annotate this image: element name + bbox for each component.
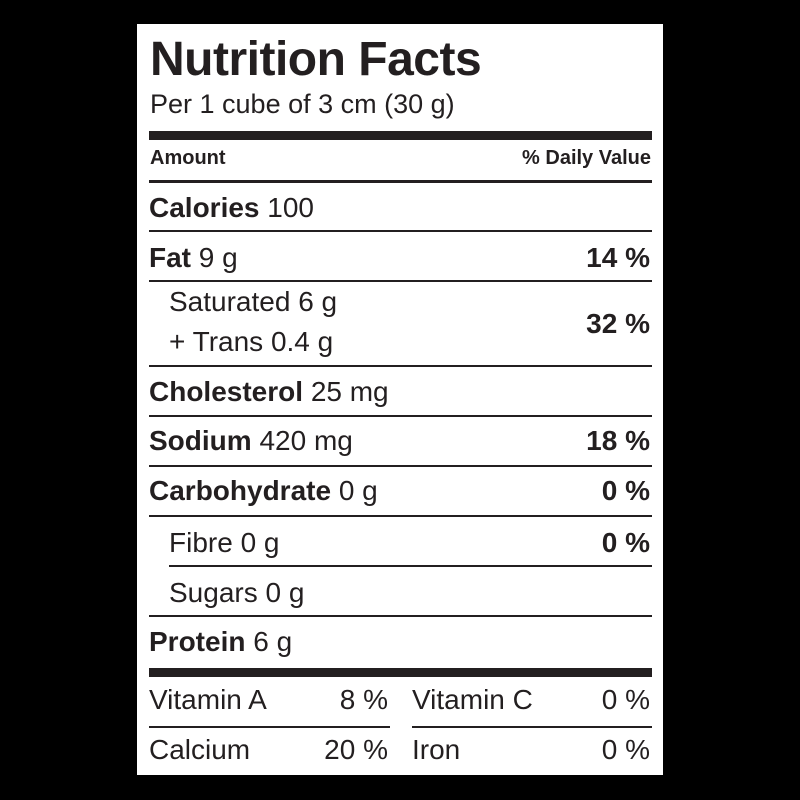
protein-row: Protein 6 g <box>149 626 293 657</box>
sugars-row: Sugars 0 g <box>169 577 305 608</box>
divider <box>149 365 652 367</box>
divider <box>149 726 390 728</box>
header-divider <box>149 180 652 183</box>
iron-label: Iron <box>412 734 461 765</box>
daily-value-header: % Daily Value <box>522 147 651 169</box>
thick-divider <box>149 131 652 140</box>
amount-header: Amount <box>150 147 226 169</box>
divider <box>412 726 652 728</box>
calcium-label: Calcium <box>149 734 251 765</box>
divider <box>149 515 652 517</box>
divider <box>149 280 652 282</box>
vitamin-c-label: Vitamin C <box>412 684 533 715</box>
divider <box>149 230 652 232</box>
divider <box>149 465 652 467</box>
iron-dv: 0 % <box>601 734 650 765</box>
nutrition-facts-label: Nutrition Facts Per 1 cube of 3 cm (30 g… <box>137 24 663 775</box>
vitamin-a-label: Vitamin A <box>149 684 267 715</box>
calcium-dv: 20 % <box>324 734 388 765</box>
cholesterol-row: Cholesterol 25 mg <box>149 376 389 407</box>
divider <box>169 565 652 567</box>
serving-size: Per 1 cube of 3 cm (30 g) <box>150 89 455 119</box>
divider <box>149 415 652 417</box>
saturated-row: Saturated 6 g <box>169 286 338 317</box>
vitamin-c-dv: 0 % <box>601 684 650 715</box>
calories-row: Calories 100 <box>149 192 314 223</box>
vitamin-a-dv: 8 % <box>339 684 388 715</box>
label-title: Nutrition Facts <box>150 33 482 86</box>
sodium-row: Sodium 420 mg 18 % <box>149 425 650 456</box>
fat-row: Fat 9 g 14 % <box>149 242 650 273</box>
divider <box>149 615 652 617</box>
thick-divider <box>149 668 652 677</box>
trans-row: + Trans 0.4 g <box>169 326 334 357</box>
